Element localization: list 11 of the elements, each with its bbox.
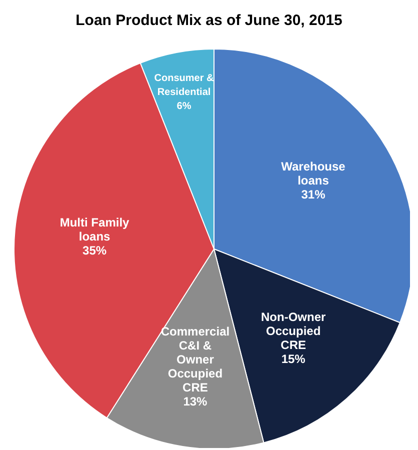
slice-label: Multi Family loans (60, 216, 130, 244)
slice-label: Non-Owner Occupied CRE (261, 310, 326, 352)
data-label: 35% (82, 244, 107, 258)
slice-label: Warehouse loans (281, 160, 346, 188)
data-label: 6% (176, 100, 192, 112)
slice-label: Commercial C&I & Owner Occupied CRE (160, 324, 230, 395)
chart-title: Loan Product Mix as of June 30, 2015 (74, 11, 344, 31)
data-label: 15% (281, 352, 306, 366)
data-label: 13% (183, 394, 208, 409)
slice-label: Consumer & Residential (154, 72, 214, 98)
data-label: 31% (301, 188, 326, 202)
